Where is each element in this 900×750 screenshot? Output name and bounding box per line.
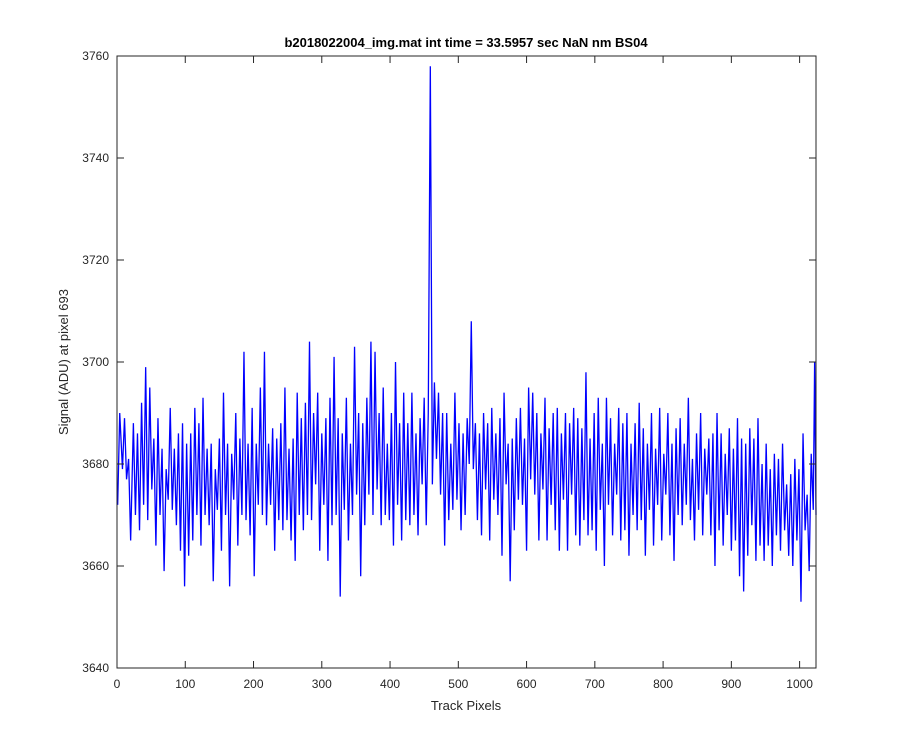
y-tick-label: 3640 (82, 661, 109, 675)
x-tick-label: 300 (312, 677, 332, 691)
x-tick-label: 400 (380, 677, 400, 691)
y-tick-label: 3680 (82, 457, 109, 471)
y-tick-label: 3700 (82, 355, 109, 369)
x-tick-label: 0 (114, 677, 121, 691)
plot-area (117, 56, 816, 668)
x-tick-label: 900 (721, 677, 741, 691)
x-axis-label: Track Pixels (431, 698, 502, 713)
y-tick-label: 3720 (82, 253, 109, 267)
x-tick-label: 600 (517, 677, 537, 691)
x-tick-label: 800 (653, 677, 673, 691)
x-tick-label: 1000 (786, 677, 813, 691)
y-tick-label: 3760 (82, 49, 109, 63)
tick-layer: 0 100 200 300 400 500 600 700 800 900 1000 3640 3660… (82, 49, 816, 691)
chart-title: b2018022004_img.mat int time = 33.5957 s… (284, 35, 648, 50)
y-tick-label: 3660 (82, 559, 109, 573)
y-tick-label: 3740 (82, 151, 109, 165)
x-tick-label: 100 (175, 677, 195, 691)
series-layer (117, 66, 817, 602)
y-axis-label: Signal (ADU) at pixel 693 (56, 289, 71, 435)
x-tick-label: 500 (448, 677, 468, 691)
x-tick-label: 200 (244, 677, 264, 691)
signal-line-0 (117, 66, 817, 602)
x-tick-label: 700 (585, 677, 605, 691)
